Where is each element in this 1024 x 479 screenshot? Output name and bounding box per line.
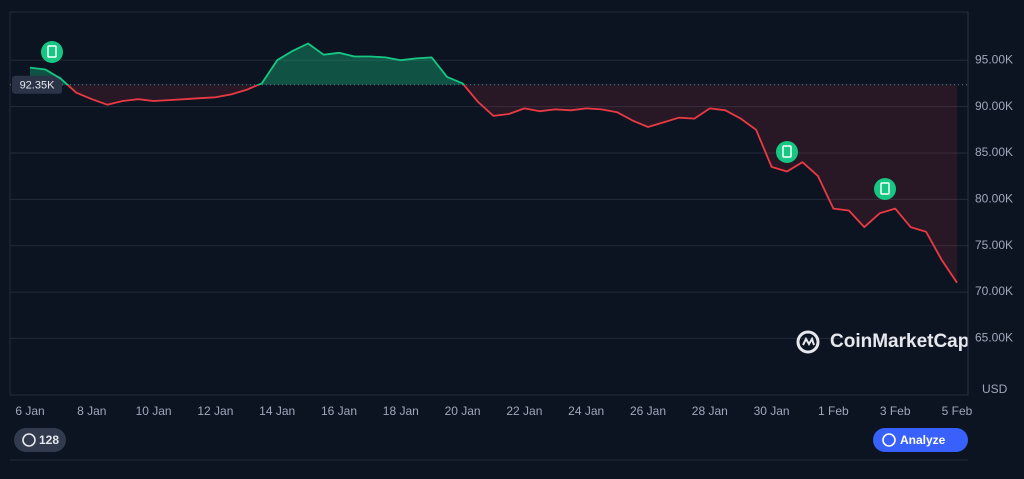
baseline-label-bg <box>12 75 62 94</box>
y-tick-label: 65.00K <box>975 331 1013 345</box>
note-icon[interactable] <box>874 178 896 200</box>
x-tick-label: 1 Feb <box>818 404 849 418</box>
x-tick-label: 10 Jan <box>136 404 172 418</box>
x-tick-label: 3 Feb <box>880 404 911 418</box>
y-tick-label: 70.00K <box>975 284 1013 298</box>
x-tick-label: 26 Jan <box>630 404 666 418</box>
x-tick-label: 28 Jan <box>692 404 728 418</box>
history-count: 128 <box>39 433 59 447</box>
watermark-logo <box>796 330 820 354</box>
y-tick-label: 80.00K <box>975 191 1013 205</box>
x-tick-label: 22 Jan <box>506 404 542 418</box>
price-line <box>29 42 958 284</box>
y-tick-label: 85.00K <box>975 145 1013 159</box>
y-tick-label: 95.00K <box>975 52 1013 66</box>
analyze-label[interactable]: Analyze <box>900 433 946 447</box>
x-tick-label: 16 Jan <box>321 404 357 418</box>
axis-unit: USD <box>982 382 1008 396</box>
plot-frame <box>9 11 969 396</box>
y-tick-label: 90.00K <box>975 99 1013 113</box>
baseline-label: 92.35K <box>20 80 56 92</box>
note-icon[interactable] <box>776 141 798 163</box>
analyze-button[interactable]: Analyze <box>873 428 968 452</box>
y-tick-label: 75.00K <box>975 238 1013 252</box>
history-pill[interactable]: 128 <box>14 428 66 452</box>
x-tick-label: 12 Jan <box>197 404 233 418</box>
x-tick-label: 18 Jan <box>383 404 419 418</box>
note-icon[interactable] <box>41 41 63 63</box>
x-tick-label: 14 Jan <box>259 404 295 418</box>
x-tick-label: 24 Jan <box>568 404 604 418</box>
x-tick-label: 30 Jan <box>754 404 790 418</box>
x-tick-label: 20 Jan <box>445 404 481 418</box>
watermark: CoinMarketCap <box>830 331 969 352</box>
x-tick-label: 5 Feb <box>942 404 973 418</box>
x-tick-label: 8 Jan <box>77 404 106 418</box>
area-fill <box>30 43 957 283</box>
x-tick-label: 6 Jan <box>15 404 44 418</box>
